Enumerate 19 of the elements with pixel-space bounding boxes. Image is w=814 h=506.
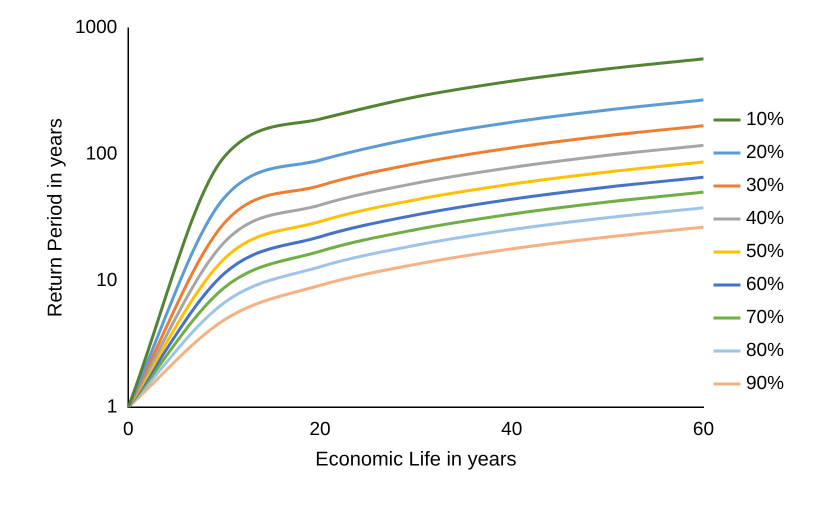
legend-label: 70% — [746, 307, 784, 328]
y-axis-title: Return Period in years — [44, 118, 67, 318]
x-axis-title: Economic Life in years — [315, 448, 516, 471]
x-tick-label: 40 — [501, 418, 522, 440]
y-tick-label: 1000 — [74, 17, 118, 38]
legend-label: 80% — [746, 340, 784, 362]
legend-label: 20% — [746, 142, 784, 164]
y-tick-label: 10 — [96, 270, 118, 292]
y-tick-label: 100 — [86, 144, 118, 165]
legend-label: 90% — [746, 373, 784, 394]
legend-label: 30% — [746, 175, 784, 196]
x-tick-label: 60 — [692, 418, 714, 440]
legend-label: 60% — [746, 274, 784, 296]
legend-label: 50% — [746, 241, 784, 262]
legend-label: 40% — [746, 208, 784, 230]
legend-label: 10% — [746, 109, 784, 130]
x-tick-label: 20 — [309, 418, 331, 440]
x-tick-label: 0 — [122, 418, 134, 440]
y-tick-label: 1 — [106, 396, 118, 418]
